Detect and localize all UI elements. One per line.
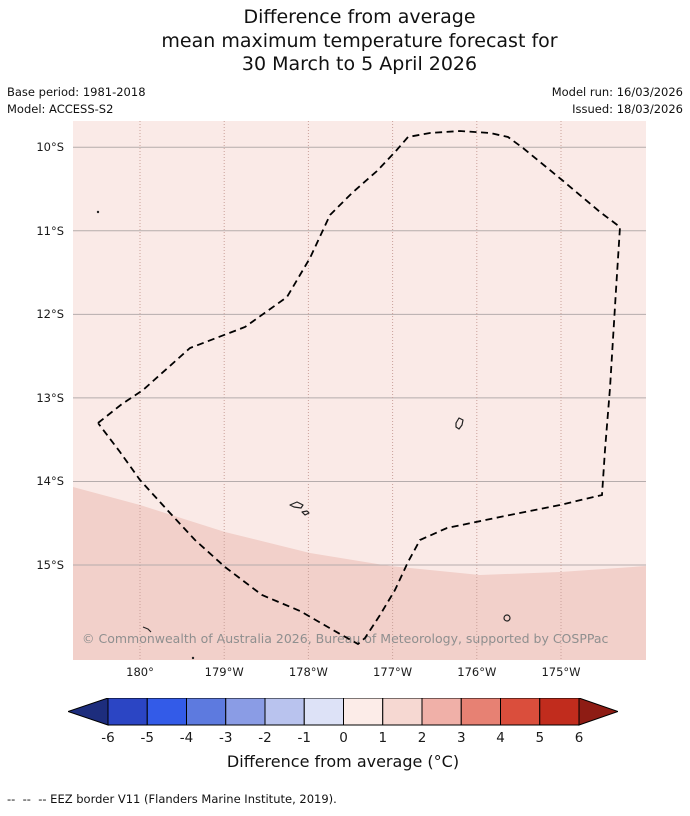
colorbar <box>66 697 620 727</box>
colorbar-tick-label: -3 <box>219 730 233 746</box>
longitude-tick-label: 179°W <box>204 665 244 679</box>
colorbar-tick-label: 2 <box>417 730 427 746</box>
title-line-3: 30 March to 5 April 2026 <box>241 53 478 75</box>
model-run-label: Model run: 16/03/2026 <box>551 85 683 99</box>
island-outline <box>503 614 511 622</box>
base-period-label: Base period: 1981-2018 <box>7 85 146 99</box>
issued-label: Issued: 18/03/2026 <box>572 102 683 116</box>
colorbar-segment <box>343 697 384 726</box>
colorbar-tick-label: -1 <box>297 730 311 746</box>
colorbar-segment <box>539 697 580 726</box>
title-line-1: Difference from average <box>243 6 476 28</box>
island-outline <box>301 510 310 516</box>
longitude-tick-label: 177°W <box>373 665 413 679</box>
colorbar-tick-label: 1 <box>378 730 388 746</box>
colorbar-right-arrow <box>578 697 620 726</box>
longitude-tick-label: 180° <box>126 665 154 679</box>
longitude-tick-label: 175°W <box>541 665 581 679</box>
eez-border-line <box>97 130 621 646</box>
longitude-tick-label: 176°W <box>457 665 497 679</box>
longitude-tick-label: 178°W <box>288 665 328 679</box>
colorbar-tick-label: 4 <box>496 730 505 746</box>
island-marker <box>191 656 195 660</box>
colorbar-segment <box>264 697 305 726</box>
page-title: Difference from average mean maximum tem… <box>73 6 646 77</box>
latitude-tick-label: 13°S <box>36 390 64 405</box>
title-line-2: mean maximum temperature forecast for <box>161 29 558 52</box>
colorbar-segment <box>186 697 227 726</box>
colorbar-segment <box>382 697 423 726</box>
latitude-tick-label: 12°S <box>36 307 64 322</box>
latitude-tick-label: 14°S <box>36 474 64 489</box>
map-canvas: © Commonwealth of Australia 2026, Bureau… <box>73 121 646 660</box>
colorbar-tick-label: -6 <box>101 730 115 746</box>
colorbar-tick-label: -4 <box>179 730 194 746</box>
colorbar-segment <box>500 697 541 726</box>
eez-footnote: -- -- -- EEZ border V11 (Flanders Marine… <box>7 792 337 806</box>
forecast-map: © Commonwealth of Australia 2026, Bureau… <box>73 121 646 660</box>
island-outline <box>455 417 464 430</box>
colorbar-tick-label: 0 <box>339 730 348 746</box>
colorbar-tick-label: -2 <box>258 730 272 746</box>
map-copyright: © Commonwealth of Australia 2026, Bureau… <box>82 631 608 646</box>
latitude-tick-label: 15°S <box>36 558 64 572</box>
colorbar-tick-label: -5 <box>140 730 154 746</box>
colorbar-segment <box>460 697 501 726</box>
colorbar-left-arrow <box>66 697 109 726</box>
meta-right: Model run: 16/03/2026 Issued: 18/03/2026 <box>552 84 683 118</box>
colorbar-segment <box>421 697 462 726</box>
island-outline <box>142 626 152 633</box>
latitude-tick-label: 11°S <box>36 223 64 238</box>
colorbar-scale <box>66 697 620 726</box>
colorbar-segment <box>303 697 344 726</box>
colorbar-segment <box>225 697 266 726</box>
colorbar-tick-label: 3 <box>456 730 466 746</box>
colorbar-tick-label: 6 <box>574 730 584 746</box>
meta-left: Base period: 1981-2018 Model: ACCESS-S2 <box>7 84 146 118</box>
colorbar-tick-label: 5 <box>535 730 545 746</box>
island-marker <box>96 210 100 214</box>
latitude-tick-label: 10°S <box>36 140 64 155</box>
island-outline <box>289 501 304 509</box>
model-label: Model: ACCESS-S2 <box>7 102 114 116</box>
colorbar-caption: Difference from average (°C) <box>226 752 460 771</box>
colorbar-segment <box>107 697 148 726</box>
shaded-region-plus2 <box>73 487 646 660</box>
colorbar-segment <box>146 697 187 726</box>
